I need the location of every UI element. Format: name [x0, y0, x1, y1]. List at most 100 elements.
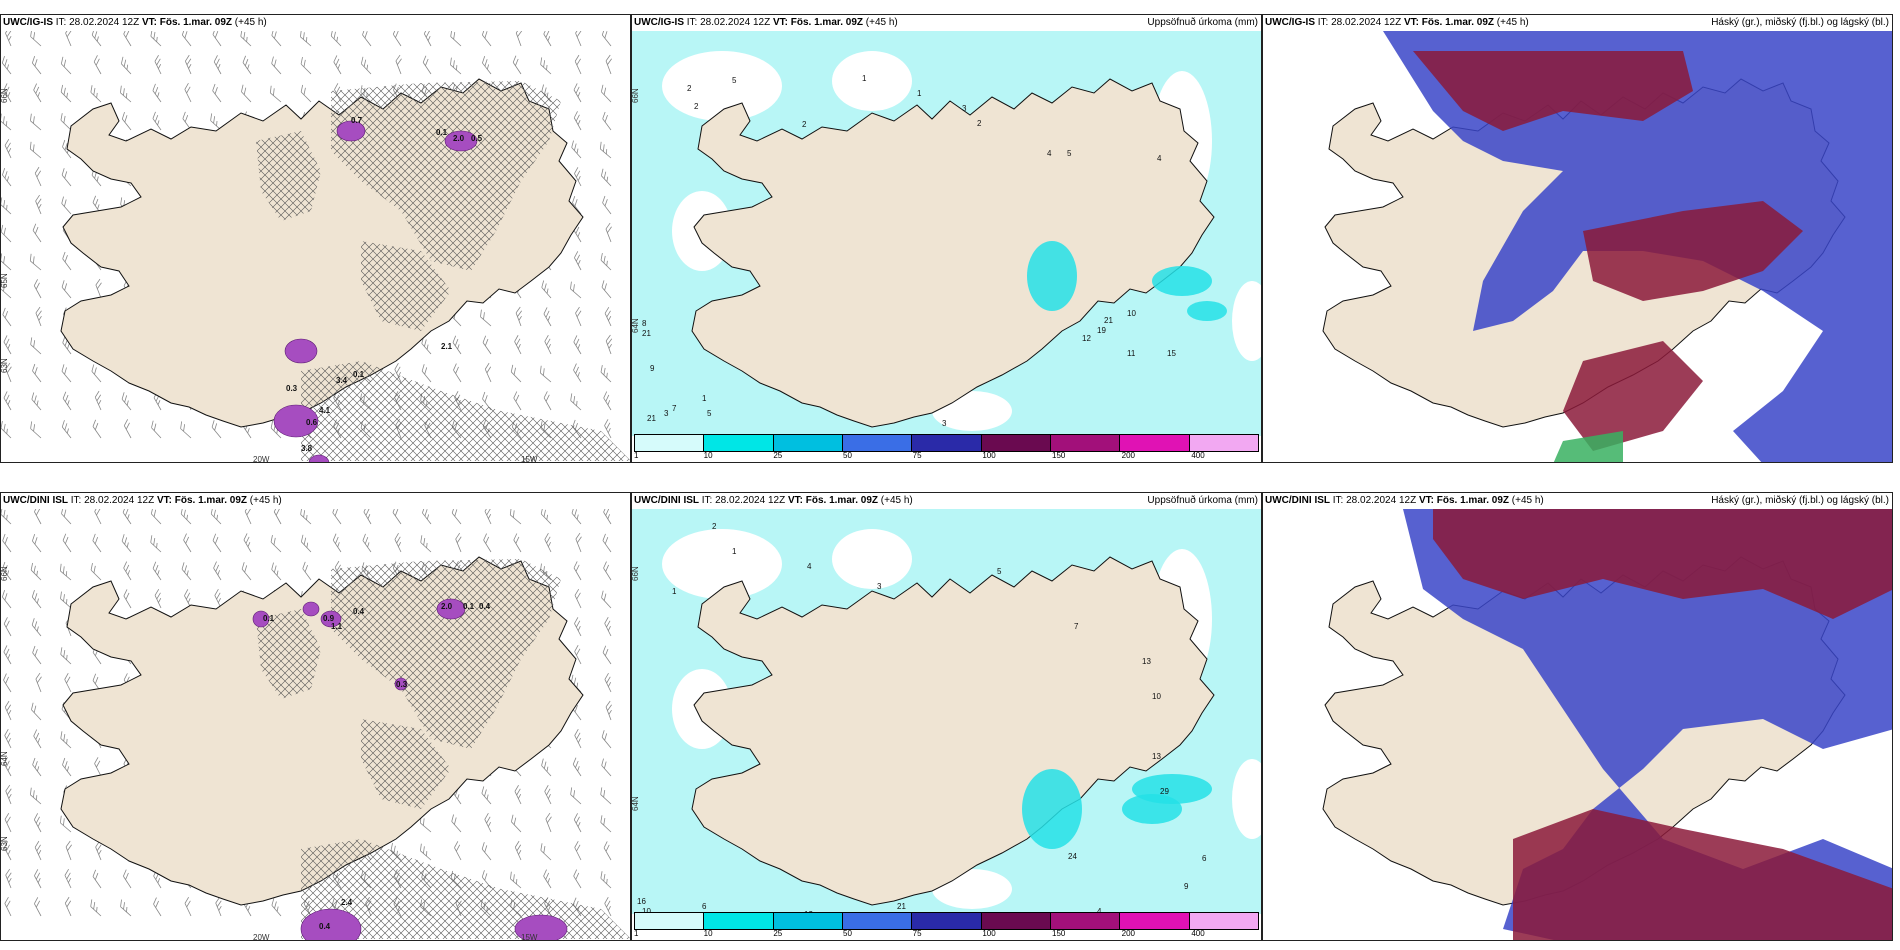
panel-title: UWC/IG-IS IT: 28.02.2024 12Z VT: Fös. 1.…	[3, 17, 267, 28]
value-label: 0.4	[353, 607, 365, 616]
panel-top-middle-precip: UWC/IG-IS IT: 28.02.2024 12Z VT: Fös. 1.…	[631, 14, 1262, 463]
value-label: 6	[1202, 854, 1207, 863]
panel-field-title: Háský (gr.), miðský (fj.bl.) og lágský (…	[1711, 495, 1889, 506]
colorbar-segment	[1050, 913, 1121, 929]
value-label: 0.1	[263, 614, 275, 623]
value-label: 1	[917, 89, 922, 98]
value-label: 2.0	[453, 134, 465, 143]
value-label: 0.6	[306, 418, 318, 427]
value-label: 3.4	[336, 376, 348, 385]
colorbar-tick: 10	[703, 451, 713, 460]
lon-label: 20W	[253, 933, 270, 941]
value-label: 2	[687, 84, 692, 93]
panel-field-title: Háský (gr.), miðský (fj.bl.) og lágský (…	[1711, 17, 1889, 28]
value-label: 3.8	[301, 444, 313, 453]
snow-blobs	[273, 120, 478, 462]
value-labels: 22512132454102119151112218921735116341	[642, 74, 1176, 436]
value-label: 8	[642, 319, 647, 328]
colorbar-tick: 75	[912, 451, 922, 460]
panel-title: UWC/DINI ISL IT: 28.02.2024 12Z VT: Fös.…	[3, 495, 282, 506]
value-label: 21	[897, 902, 906, 911]
precip-areas	[1027, 241, 1227, 321]
value-label: 0.1	[436, 128, 448, 137]
lat-label: 63N	[1, 836, 9, 851]
colorbar-tick: 25	[773, 451, 783, 460]
value-label: 16	[637, 897, 646, 906]
colorbar-tick: 150	[1052, 929, 1066, 938]
value-label: 0.4	[319, 922, 331, 931]
value-label: 10	[1152, 692, 1161, 701]
value-labels: 0.7 0.1 2.0 0.5 2.1 0.3 3.4 0.1 4.10.6 3.8	[286, 116, 483, 453]
value-label: 21	[1104, 316, 1113, 325]
map-wind-snow: 0.7 0.1 2.0 0.5 2.1 0.3 3.4 0.1 4.10.6 3.8 66N 65…	[1, 31, 630, 463]
value-label: 4	[1047, 149, 1052, 158]
colorbar-tick: 100	[982, 451, 996, 460]
panel-field-title: Uppsöfnuð úrkoma (mm)	[1147, 495, 1258, 506]
value-label: 24	[1068, 852, 1077, 861]
value-label: 9	[650, 364, 655, 373]
panel-title: UWC/DINI ISL IT: 28.02.2024 12Z VT: Fös.…	[1265, 495, 1544, 506]
value-label: 19	[1097, 326, 1106, 335]
cloud-layers	[1383, 31, 1892, 462]
value-label: 0.7	[351, 116, 363, 125]
colorbar-tick: 1	[634, 929, 639, 938]
value-label: 3	[942, 419, 947, 428]
value-label: 1	[732, 547, 737, 556]
lat-label: 66N	[632, 88, 640, 103]
lat-label: 63N	[1, 358, 9, 373]
value-labels: 0.1 0.91.1 0.4 2.0 0.1 0.4 0.3 2.4 0.4	[263, 602, 491, 931]
value-label: 1	[672, 587, 677, 596]
value-label: 12	[1082, 334, 1091, 343]
colorbar-tick: 25	[773, 929, 783, 938]
panel-top-left-wind-snow: UWC/IG-IS IT: 28.02.2024 12Z VT: Fös. 1.…	[0, 14, 631, 463]
colorbar-segment	[635, 435, 705, 451]
value-label: 0.1	[353, 370, 365, 379]
colorbar-segment	[912, 435, 982, 451]
value-label: 13	[1152, 752, 1161, 761]
lat-label: 66N	[1, 88, 9, 103]
colorbar: 1 10 25 50 75 100 150 200 400	[632, 434, 1261, 462]
map-precip: 22512132454102119151112218921735116341 6…	[632, 31, 1261, 436]
lon-label: 20W	[253, 455, 270, 463]
colorbar-segment	[1189, 435, 1258, 451]
value-label: 4	[1157, 154, 1162, 163]
colorbar-tick: 1	[634, 451, 639, 460]
panel-title: UWC/DINI ISL IT: 28.02.2024 12Z VT: Fös.…	[634, 495, 913, 506]
value-label: 29	[1160, 787, 1169, 796]
map-clouds	[1322, 31, 1892, 462]
panel-top-right-clouds: UWC/IG-IS IT: 28.02.2024 12Z VT: Fös. 1.…	[1262, 14, 1893, 463]
colorbar-tick: 200	[1121, 929, 1136, 938]
lat-label: 65N	[1, 273, 9, 288]
snow-blobs	[252, 598, 568, 940]
value-label: 0.9	[323, 614, 335, 623]
lat-label: 64N	[632, 318, 640, 333]
colorbar-tick: 400	[1191, 451, 1205, 460]
value-label: 5	[997, 567, 1002, 576]
panel-title: UWC/IG-IS IT: 28.02.2024 12Z VT: Fös. 1.…	[1265, 17, 1529, 28]
colorbar-tick: 200	[1121, 451, 1136, 460]
value-label: 2.4	[341, 898, 353, 907]
value-label: 0.3	[396, 680, 408, 689]
value-label: 3	[877, 582, 882, 591]
colorbar-segment	[1120, 435, 1190, 451]
value-label: 6	[702, 902, 707, 911]
value-label: 4	[807, 562, 812, 571]
value-label: 7	[1074, 622, 1079, 631]
value-label: 5	[1067, 149, 1072, 158]
colorbar-bar	[634, 434, 1259, 452]
value-label: 0.1	[463, 602, 475, 611]
colorbar-segment	[773, 913, 843, 929]
value-label: 21	[647, 414, 656, 423]
colorbar-segment	[981, 435, 1051, 451]
lat-label: 64N	[1, 751, 9, 766]
hatched-precip	[256, 559, 630, 939]
lat-label: 66N	[632, 566, 640, 581]
value-label: 1	[702, 394, 707, 403]
value-label: 0.5	[471, 134, 483, 143]
colorbar-tick: 75	[912, 929, 922, 938]
value-label: 5	[707, 409, 712, 418]
lat-label: 66N	[1, 566, 9, 581]
colorbar-segment	[981, 913, 1051, 929]
colorbar-segment	[912, 913, 982, 929]
map-precip: 2114357131013292469161067151221984321 66…	[632, 509, 1261, 914]
